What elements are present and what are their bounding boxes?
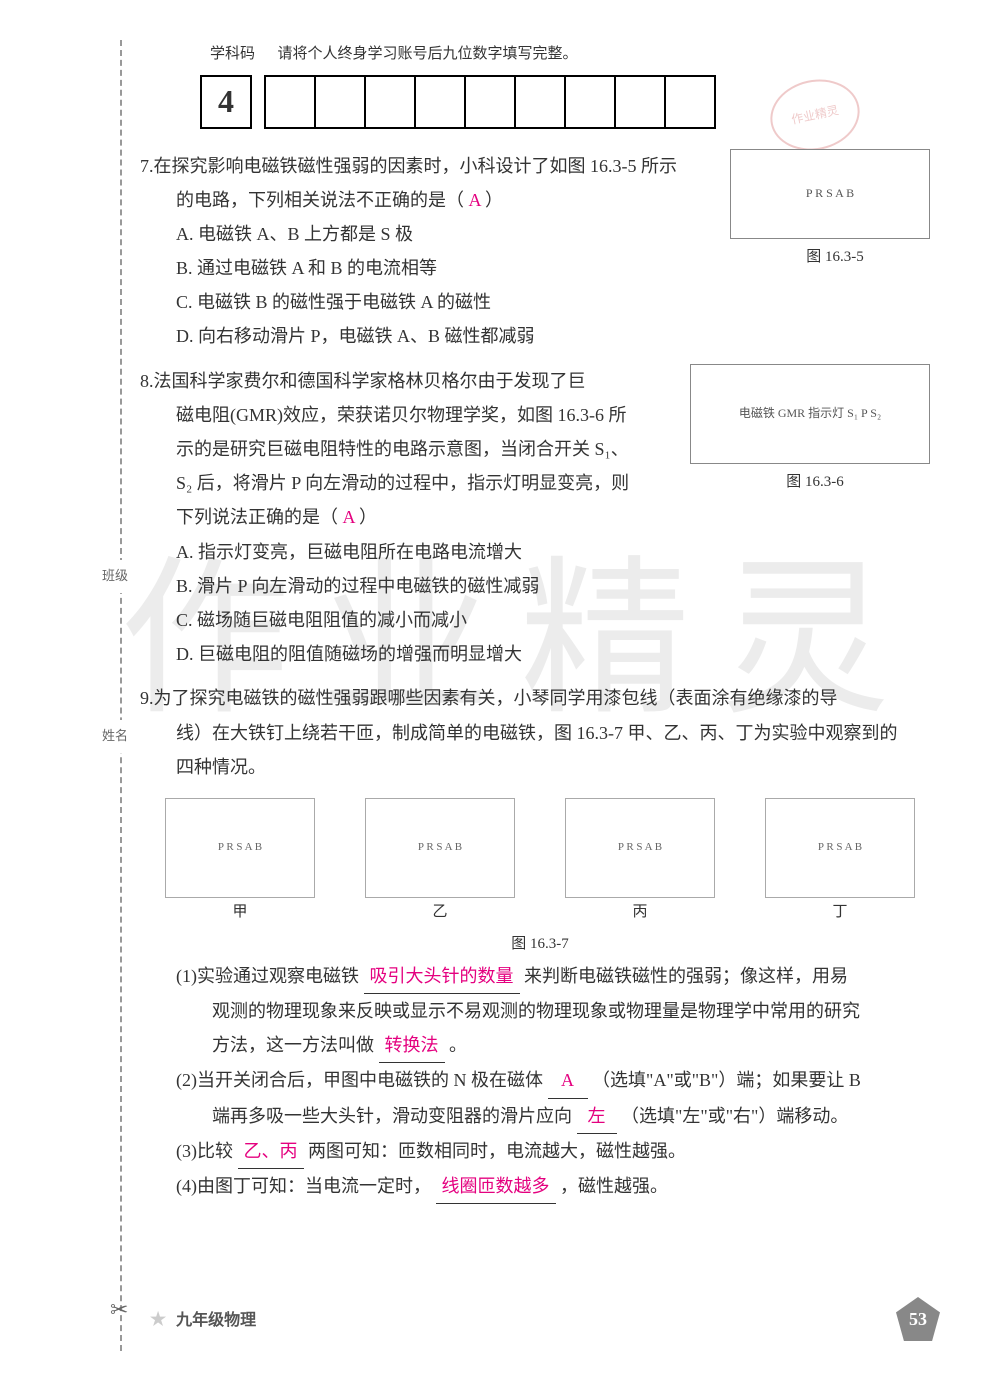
q7-line2: 的电路，下列相关说法不正确的是（ A ） (176, 190, 503, 210)
q9-line2: 线）在大铁钉上绕若干匝，制成简单的电磁铁，图 16.3-7 甲、乙、丙、丁为实验… (176, 723, 898, 743)
side-label-name: 姓名 (102, 720, 128, 753)
subject-code-label: 学科码 (210, 46, 255, 62)
q9-p2-d: （选填"左"或"右"）端移动。 (621, 1106, 848, 1126)
code-box-4[interactable] (414, 75, 466, 129)
q8-optA: A. 指示灯变亮，巨磁电阻所在电路电流增大 (176, 535, 940, 569)
q9-p1-d: 方法，这一方法叫做 (212, 1035, 374, 1055)
q8-line4: S₂ 后，将滑片 P 向左滑动的过程中，指示灯明显变亮，则 (176, 473, 629, 493)
perforation-line (120, 40, 122, 1351)
figure-16-3-6: 电磁铁 GMR 指示灯 S₁ P S₂ (690, 364, 930, 464)
q9-p1-a: (1)实验通过观察电磁铁 (176, 966, 359, 986)
q9-p1-c: 观测的物理现象来反映或显示不易观测的物理现象或物理量是物理学中常用的研究 (212, 1001, 860, 1021)
q9-line1: 为了探究电磁铁的磁性强弱跟哪些因素有关，小琴同学用漆包线（表面涂有绝缘漆的导 (154, 688, 838, 708)
figure-16-3-5-label: 图 16.3-5 (730, 243, 940, 272)
q7-line1: 在探究影响电磁铁磁性强弱的因素时，小科设计了如图 16.3-5 所示 (154, 156, 678, 176)
q8-line1: 法国科学家费尔和德国科学家格林贝格尔由于发现了巨 (154, 371, 586, 391)
header-instruction-text: 请将个人终身学习账号后九位数字填写完整。 (278, 46, 578, 62)
q9-part4: (4)由图丁可知：当电流一定时， 线圈匝数越多 ，磁性越强。 (176, 1169, 940, 1204)
code-box-8[interactable] (614, 75, 666, 129)
q7-number: 7. (140, 156, 154, 176)
side-label-class: 班级 (102, 560, 128, 593)
q9-p3-a: (3)比较 (176, 1141, 233, 1161)
header-instruction: 学科码 请将个人终身学习账号后九位数字填写完整。 (210, 40, 940, 69)
code-box-7[interactable] (564, 75, 616, 129)
figure-16-3-5: P R S A B (730, 149, 930, 239)
q9-part2: (2)当开关闭合后，甲图中电磁铁的 N 极在磁体 A （选填"A"或"B"）端；… (176, 1063, 940, 1133)
q9-p2-c: 端再多吸一些大头针，滑动变阻器的滑片应向 (212, 1106, 572, 1126)
figure-16-3-5-desc: P R S A B (806, 182, 854, 205)
q7-line2-end: ） (485, 190, 503, 210)
code-box-9[interactable] (664, 75, 716, 129)
star-icon: ★ (150, 1309, 166, 1329)
code-box-6[interactable] (514, 75, 566, 129)
q8-optC: C. 磁场随巨磁电阻阻值的减小而减小 (176, 603, 940, 637)
q7-optD: D. 向右移动滑片 P，电磁铁 A、B 磁性都减弱 (176, 319, 940, 353)
figure-16-3-7-label: 图 16.3-7 (140, 930, 940, 959)
q9-p3-fill1: 乙、丙 (238, 1134, 304, 1169)
q7-line2-text: 的电路，下列相关说法不正确的是（ (176, 190, 464, 210)
code-box-2[interactable] (314, 75, 366, 129)
subfig-ding-label: 丁 (765, 898, 915, 927)
q9-number: 9. (140, 688, 154, 708)
q9-p3-b: 两图可知：匝数相同时，电流越大，磁性越强。 (308, 1141, 686, 1161)
footer-subject: 九年级物理 (176, 1312, 256, 1329)
subfig-ding: P R S A B (765, 798, 915, 898)
q9-p2-fill1: A (548, 1063, 588, 1098)
q9-p4-a: (4)由图丁可知：当电流一定时， (176, 1176, 431, 1196)
q9-p4-b: ，磁性越强。 (560, 1176, 668, 1196)
q8-line5: 下列说法正确的是（ A ） (176, 507, 377, 527)
q8-line5-text: 下列说法正确的是（ (176, 507, 338, 527)
q9-p2-fill2: 左 (577, 1099, 617, 1134)
question-9: 9.为了探究电磁铁的磁性强弱跟哪些因素有关，小琴同学用漆包线（表面涂有绝缘漆的导… (140, 681, 940, 1204)
subfig-yi: P R S A B (365, 798, 515, 898)
page-footer: ★ 九年级物理 53 (150, 1297, 940, 1341)
q7-answer: A (469, 190, 481, 210)
subfig-jia-label: 甲 (165, 898, 315, 927)
scissor-icon: ✂ (110, 1289, 128, 1331)
question-7: P R S A B 图 16.3-5 7.在探究影响电磁铁磁性强弱的因素时，小科… (140, 149, 940, 354)
q9-p1-b: 来判断电磁铁磁性的强弱；像这样，用易 (524, 966, 848, 986)
code-box-1[interactable] (264, 75, 316, 129)
subfig-jia: P R S A B (165, 798, 315, 898)
q8-answer: A (343, 507, 355, 527)
q9-p1-e: 。 (449, 1035, 467, 1055)
q9-p1-fill1: 吸引大头针的数量 (364, 959, 520, 994)
q8-line5-end: ） (359, 507, 377, 527)
q8-optB: B. 滑片 P 向左滑动的过程中电磁铁的磁性减弱 (176, 569, 940, 603)
figure-16-3-7-row: P R S A B 甲 P R S A B 乙 P R S A B 丙 P R … (140, 798, 940, 927)
subfig-bing: P R S A B (565, 798, 715, 898)
code-box-3[interactable] (364, 75, 416, 129)
figure-16-3-6-desc: 电磁铁 GMR 指示灯 S₁ P S₂ (739, 402, 881, 425)
code-box-5[interactable] (464, 75, 516, 129)
q9-p2-b: （选填"A"或"B"）端；如果要让 B (592, 1070, 861, 1090)
subfig-bing-label: 丙 (565, 898, 715, 927)
q9-p4-fill1: 线圈匝数越多 (436, 1169, 556, 1204)
question-8: 电磁铁 GMR 指示灯 S₁ P S₂ 图 16.3-6 8.法国科学家费尔和德… (140, 364, 940, 672)
q8-number: 8. (140, 371, 154, 391)
q9-part1: (1)实验通过观察电磁铁 吸引大头针的数量 来判断电磁铁磁性的强弱；像这样，用易… (176, 959, 940, 1064)
q9-part3: (3)比较 乙、丙 两图可知：匝数相同时，电流越大，磁性越强。 (176, 1134, 940, 1169)
q8-line3: 示的是研究巨磁电阻特性的电路示意图，当闭合开关 S₁、 (176, 439, 629, 459)
q7-optC: C. 电磁铁 B 的磁性强于电磁铁 A 的磁性 (176, 285, 940, 319)
q9-p1-fill2: 转换法 (379, 1028, 445, 1063)
figure-16-3-6-label: 图 16.3-6 (690, 468, 940, 497)
q9-line3: 四种情况。 (176, 757, 266, 777)
page-number-badge: 53 (896, 1297, 940, 1341)
q8-optD: D. 巨磁电阻的阻值随磁场的增强而明显增大 (176, 637, 940, 671)
code-box-0: 4 (200, 75, 252, 129)
q8-line2: 磁电阻(GMR)效应，荣获诺贝尔物理学奖，如图 16.3-6 所 (176, 405, 627, 425)
subfig-yi-label: 乙 (365, 898, 515, 927)
q9-p2-a: (2)当开关闭合后，甲图中电磁铁的 N 极在磁体 (176, 1070, 543, 1090)
